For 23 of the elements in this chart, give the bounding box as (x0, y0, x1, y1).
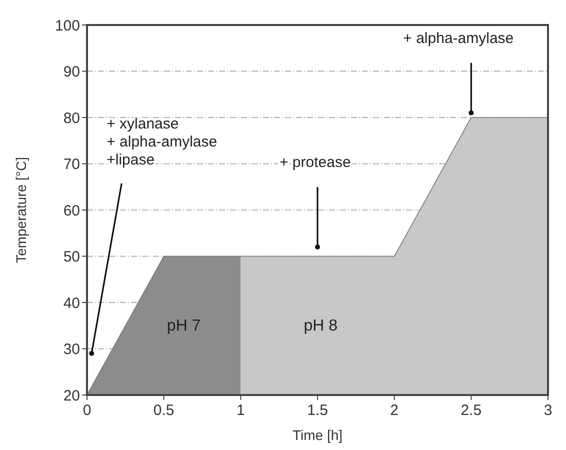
y-tick-label: 20 (63, 387, 80, 404)
y-axis-title: Temperature [°C] (13, 157, 29, 263)
y-tick-label: 50 (63, 248, 80, 266)
x-tick-label: 1 (236, 402, 245, 419)
y-tick-label: 60 (63, 202, 80, 220)
x-tick-label: 1.5 (307, 402, 328, 419)
x-tick-label: 3 (544, 402, 552, 419)
y-tick-label: 90 (63, 64, 80, 80)
y-tick-label: 70 (63, 156, 80, 173)
x-tick-label: 2 (390, 402, 399, 419)
x-tick-label: 0.5 (153, 402, 174, 419)
annotation: + xylanase + alpha-amylase +lipase (106, 115, 218, 168)
annotation: + alpha-amylase (403, 30, 514, 47)
x-tick-label: 0 (82, 402, 92, 419)
y-tick-label: 30 (63, 341, 80, 358)
x-axis-title: Time [h] (292, 427, 343, 443)
y-tick-label: 100 (54, 17, 80, 34)
series-label: pH 7 (166, 317, 201, 334)
series-label: pH 8 (304, 317, 338, 334)
y-tick-label: 40 (63, 294, 80, 312)
x-tick-label: 2.5 (460, 402, 482, 419)
annotation: + protease (280, 154, 351, 171)
y-tick-label: 80 (63, 110, 80, 127)
